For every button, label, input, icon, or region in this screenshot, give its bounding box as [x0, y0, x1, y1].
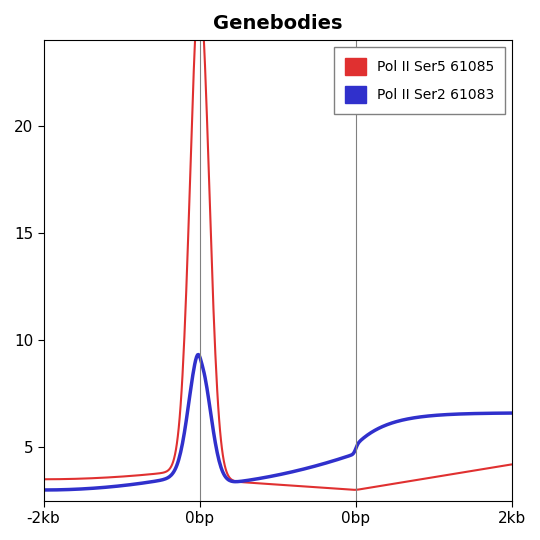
Legend: Pol II Ser5 61085, Pol II Ser2 61083: Pol II Ser5 61085, Pol II Ser2 61083 — [334, 47, 505, 114]
Title: Genebodies: Genebodies — [213, 14, 342, 33]
